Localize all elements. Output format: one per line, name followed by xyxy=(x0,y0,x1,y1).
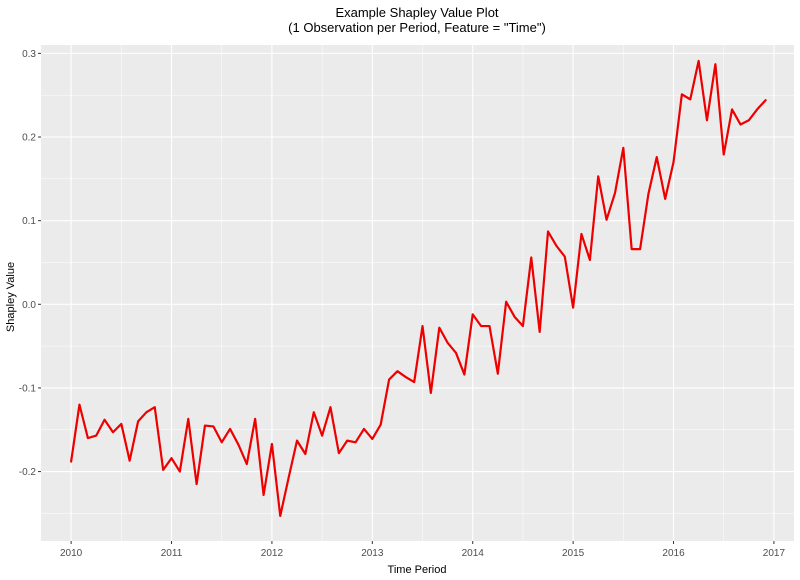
x-tick-label: 2010 xyxy=(60,548,83,559)
x-tick-label: 2017 xyxy=(763,548,786,559)
x-tick-label: 2011 xyxy=(161,548,183,559)
chart-subtitle: (1 Observation per Period, Feature = "Ti… xyxy=(288,20,546,35)
x-axis-title: Time Period xyxy=(388,564,447,576)
x-tick-label: 2015 xyxy=(562,548,585,559)
x-tick-label: 2014 xyxy=(462,548,485,559)
minor-gridlines xyxy=(41,45,794,541)
y-tick-label: 0.0 xyxy=(22,300,36,311)
series-layer xyxy=(70,59,767,518)
x-axis-tick-labels: 2010 2011 2012 2013 2014 2015 2016 2017 xyxy=(60,548,785,559)
x-tick-label: 2013 xyxy=(361,548,384,559)
chart-title: Example Shapley Value Plot xyxy=(335,5,498,20)
x-tick-label: 2016 xyxy=(662,548,685,559)
series-line xyxy=(70,59,767,518)
y-tick-label: -0.1 xyxy=(19,383,37,394)
y-tick-label: 0.3 xyxy=(22,49,36,60)
y-tick-label: -0.2 xyxy=(19,467,37,478)
plot-panel-background xyxy=(41,45,794,541)
y-axis-tick-labels: -0.2 -0.1 0.0 0.1 0.2 0.3 xyxy=(19,49,37,478)
y-tick-label: 0.2 xyxy=(22,133,36,144)
axis-tick-marks xyxy=(38,52,775,544)
x-tick-label: 2012 xyxy=(261,548,284,559)
y-axis-title: Shapley Value xyxy=(5,262,17,332)
y-tick-label: 0.1 xyxy=(22,216,36,227)
